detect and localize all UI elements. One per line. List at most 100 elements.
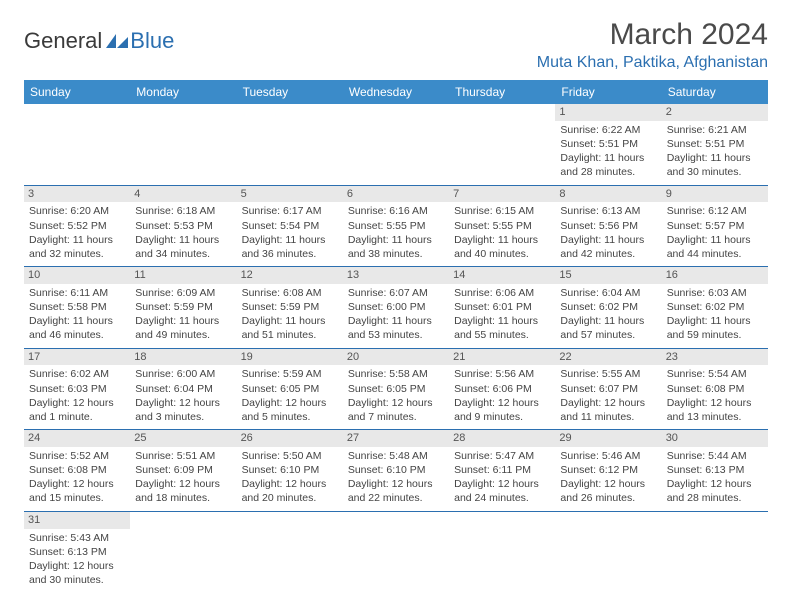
sunrise-text: Sunrise: 5:52 AM [29, 449, 125, 463]
calendar-cell: 15Sunrise: 6:04 AMSunset: 6:02 PMDayligh… [555, 267, 661, 349]
day-number: 23 [662, 349, 768, 366]
daylight-text: Daylight: 12 hours and 20 minutes. [242, 477, 338, 505]
calendar-table: Sunday Monday Tuesday Wednesday Thursday… [24, 80, 768, 592]
calendar-cell: 18Sunrise: 6:00 AMSunset: 6:04 PMDayligh… [130, 348, 236, 430]
calendar-cell: 6Sunrise: 6:16 AMSunset: 5:55 PMDaylight… [343, 185, 449, 267]
day-number: 10 [24, 267, 130, 284]
title-block: March 2024 Muta Khan, Paktika, Afghanist… [537, 18, 768, 72]
sunset-text: Sunset: 5:51 PM [560, 137, 656, 151]
sunrise-text: Sunrise: 5:54 AM [667, 367, 763, 381]
sunrise-text: Sunrise: 6:08 AM [242, 286, 338, 300]
sunset-text: Sunset: 6:08 PM [29, 463, 125, 477]
daylight-text: Daylight: 11 hours and 59 minutes. [667, 314, 763, 342]
sunset-text: Sunset: 6:05 PM [242, 382, 338, 396]
day-number: 7 [449, 186, 555, 203]
sunrise-text: Sunrise: 6:12 AM [667, 204, 763, 218]
calendar-cell: 26 Sunrise: 5:50 AMSunset: 6:10 PMDayligh… [237, 430, 343, 512]
sunset-text: Sunset: 5:57 PM [667, 219, 763, 233]
daylight-text: Daylight: 12 hours and 11 minutes. [560, 396, 656, 424]
sunset-text: Sunset: 5:53 PM [135, 219, 231, 233]
calendar-cell: 13Sunrise: 6:07 AMSunset: 6:00 PMDayligh… [343, 267, 449, 349]
daylight-text: Daylight: 12 hours and 30 minutes. [29, 559, 125, 587]
day-number: 21 [449, 349, 555, 366]
day-number: 2 [662, 104, 768, 121]
weekday-header: Saturday [662, 80, 768, 104]
sunrise-text: Sunrise: 5:50 AM [242, 449, 338, 463]
sunrise-text: Sunrise: 6:09 AM [135, 286, 231, 300]
daylight-text: Daylight: 11 hours and 40 minutes. [454, 233, 550, 261]
sunset-text: Sunset: 6:10 PM [242, 463, 338, 477]
sunset-text: Sunset: 6:08 PM [667, 382, 763, 396]
calendar-week-row: 24Sunrise: 5:52 AMSunset: 6:08 PMDayligh… [24, 430, 768, 512]
daylight-text: Daylight: 12 hours and 3 minutes. [135, 396, 231, 424]
calendar-cell: 30Sunrise: 5:44 AMSunset: 6:13 PMDayligh… [662, 430, 768, 512]
day-number: 20 [343, 349, 449, 366]
calendar-cell: 7Sunrise: 6:15 AMSunset: 5:55 PMDaylight… [449, 185, 555, 267]
calendar-cell: 3Sunrise: 6:20 AMSunset: 5:52 PMDaylight… [24, 185, 130, 267]
logo-text-general: General [24, 28, 102, 54]
location: Muta Khan, Paktika, Afghanistan [537, 54, 768, 72]
calendar-cell: 23Sunrise: 5:54 AMSunset: 6:08 PMDayligh… [662, 348, 768, 430]
sunset-text: Sunset: 6:09 PM [135, 463, 231, 477]
sunset-text: Sunset: 6:02 PM [667, 300, 763, 314]
sunset-text: Sunset: 6:03 PM [29, 382, 125, 396]
day-number: 26 [237, 430, 343, 447]
sunrise-text: Sunrise: 5:59 AM [242, 367, 338, 381]
calendar-cell [130, 104, 236, 185]
daylight-text: Daylight: 12 hours and 1 minute. [29, 396, 125, 424]
sunset-text: Sunset: 5:55 PM [454, 219, 550, 233]
sunrise-text: Sunrise: 6:18 AM [135, 204, 231, 218]
calendar-cell: 2Sunrise: 6:21 AMSunset: 5:51 PMDaylight… [662, 104, 768, 185]
calendar-cell: 24Sunrise: 5:52 AMSunset: 6:08 PMDayligh… [24, 430, 130, 512]
day-number: 5 [237, 186, 343, 203]
daylight-text: Daylight: 12 hours and 28 minutes. [667, 477, 763, 505]
daylight-text: Daylight: 12 hours and 18 minutes. [135, 477, 231, 505]
day-number: 18 [130, 349, 236, 366]
calendar-week-row: 31Sunrise: 5:43 AMSunset: 6:13 PMDayligh… [24, 511, 768, 592]
sunset-text: Sunset: 5:52 PM [29, 219, 125, 233]
weekday-header: Monday [130, 80, 236, 104]
sunrise-text: Sunrise: 6:02 AM [29, 367, 125, 381]
daylight-text: Daylight: 11 hours and 30 minutes. [667, 151, 763, 179]
daylight-text: Daylight: 11 hours and 46 minutes. [29, 314, 125, 342]
calendar-cell [24, 104, 130, 185]
day-number: 27 [343, 430, 449, 447]
sunrise-text: Sunrise: 5:48 AM [348, 449, 444, 463]
sunrise-text: Sunrise: 6:15 AM [454, 204, 550, 218]
day-number: 8 [555, 186, 661, 203]
calendar-week-row: 1Sunrise: 6:22 AMSunset: 5:51 PMDaylight… [24, 104, 768, 185]
calendar-cell: 8Sunrise: 6:13 AMSunset: 5:56 PMDaylight… [555, 185, 661, 267]
sunset-text: Sunset: 5:56 PM [560, 219, 656, 233]
day-number: 1 [555, 104, 661, 121]
calendar-cell: 11Sunrise: 6:09 AMSunset: 5:59 PMDayligh… [130, 267, 236, 349]
sunrise-text: Sunrise: 6:07 AM [348, 286, 444, 300]
sunrise-text: Sunrise: 6:22 AM [560, 123, 656, 137]
sunrise-text: Sunrise: 6:13 AM [560, 204, 656, 218]
day-number: 19 [237, 349, 343, 366]
calendar-cell: 9Sunrise: 6:12 AMSunset: 5:57 PMDaylight… [662, 185, 768, 267]
weekday-header: Thursday [449, 80, 555, 104]
calendar-cell [130, 511, 236, 592]
sunset-text: Sunset: 5:59 PM [135, 300, 231, 314]
logo-text-blue: Blue [130, 28, 174, 54]
sunrise-text: Sunrise: 5:55 AM [560, 367, 656, 381]
daylight-text: Daylight: 11 hours and 53 minutes. [348, 314, 444, 342]
sunrise-text: Sunrise: 5:47 AM [454, 449, 550, 463]
daylight-text: Daylight: 11 hours and 32 minutes. [29, 233, 125, 261]
month-title: March 2024 [537, 18, 768, 52]
day-number: 12 [237, 267, 343, 284]
weekday-header: Wednesday [343, 80, 449, 104]
day-number: 14 [449, 267, 555, 284]
sunset-text: Sunset: 6:13 PM [29, 545, 125, 559]
sunset-text: Sunset: 6:00 PM [348, 300, 444, 314]
calendar-cell: 19Sunrise: 5:59 AMSunset: 6:05 PMDayligh… [237, 348, 343, 430]
daylight-text: Daylight: 12 hours and 15 minutes. [29, 477, 125, 505]
sunrise-text: Sunrise: 5:43 AM [29, 531, 125, 545]
sunrise-text: Sunrise: 6:17 AM [242, 204, 338, 218]
daylight-text: Daylight: 11 hours and 36 minutes. [242, 233, 338, 261]
calendar-cell: 14Sunrise: 6:06 AMSunset: 6:01 PMDayligh… [449, 267, 555, 349]
calendar-cell: 27Sunrise: 5:48 AMSunset: 6:10 PMDayligh… [343, 430, 449, 512]
day-number: 15 [555, 267, 661, 284]
sunset-text: Sunset: 5:51 PM [667, 137, 763, 151]
calendar-cell [449, 104, 555, 185]
